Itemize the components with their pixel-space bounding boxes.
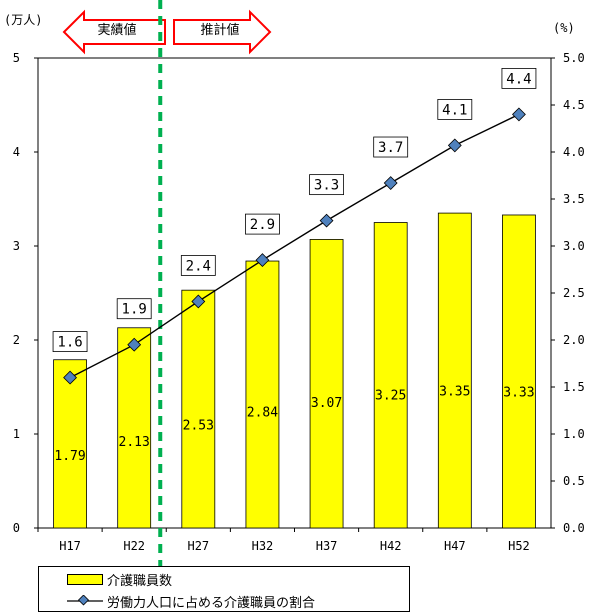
bar-value-label: 1.79 bbox=[54, 449, 85, 464]
actual-arrow bbox=[62, 9, 166, 55]
bar-value-label: 3.25 bbox=[375, 389, 406, 404]
ratio-value-label: 4.4 bbox=[506, 71, 531, 87]
legend-bar-label: 介護職員数 bbox=[107, 573, 173, 589]
ratio-line bbox=[69, 113, 520, 379]
ratio-value-label: 1.9 bbox=[122, 302, 147, 318]
left-axis-unit: (万人) bbox=[4, 13, 42, 27]
ratio-value-label: 3.7 bbox=[378, 140, 403, 156]
ratio-value-label: 2.4 bbox=[186, 258, 211, 274]
ratio-value-label: 3.3 bbox=[314, 178, 339, 194]
ratio-label-box bbox=[180, 255, 216, 276]
legend-line-swatch bbox=[67, 595, 103, 606]
bar-value-label: 3.07 bbox=[311, 396, 342, 411]
right-axis-tick-label: 4.5 bbox=[563, 98, 585, 112]
legend-item-bar: 介護職員数 bbox=[67, 569, 172, 589]
x-axis-tick-label: H37 bbox=[316, 539, 338, 553]
ratio-marker bbox=[191, 294, 206, 309]
bar-value-label: 2.53 bbox=[183, 418, 214, 433]
x-axis-tick-label: H52 bbox=[508, 539, 530, 553]
bar-value-label: 3.33 bbox=[503, 385, 534, 400]
left-axis-tick-label: 1 bbox=[13, 427, 20, 441]
ratio-label-box bbox=[437, 99, 473, 120]
right-axis-tick-label: 2.5 bbox=[563, 286, 585, 300]
bar bbox=[309, 239, 344, 529]
legend-line-label: 労働力人口に占める介護職員の割合 bbox=[107, 595, 316, 611]
ratio-value-label: 2.9 bbox=[250, 217, 275, 233]
x-axis-tick-label: H17 bbox=[59, 539, 81, 553]
bar bbox=[181, 289, 216, 529]
bar-value-label: 2.84 bbox=[247, 406, 278, 421]
ratio-marker bbox=[255, 253, 270, 268]
right-axis-tick-label: 3.0 bbox=[563, 239, 585, 253]
x-axis-tick-label: H42 bbox=[380, 539, 402, 553]
annotation-banner: 実績値 推計値 bbox=[62, 9, 272, 55]
legend: 介護職員数 労働力人口に占める介護職員の割合 bbox=[38, 566, 410, 612]
bar bbox=[373, 222, 408, 529]
right-axis-tick-label: 0.5 bbox=[563, 474, 585, 488]
projected-arrow bbox=[173, 9, 272, 55]
right-axis-unit: (%) bbox=[553, 21, 575, 35]
ratio-marker bbox=[447, 138, 462, 153]
plot-area: 0 1 2 3 4 5 0.0 0.5 1.0 1.5 2.0 2.5 3.0 3.5 4.0 4.5 5.0 1… bbox=[13, 0, 585, 566]
right-axis-tick-label: 2.0 bbox=[563, 333, 585, 347]
ratio-marker bbox=[512, 107, 526, 122]
left-axis-tick-label: 5 bbox=[13, 51, 20, 65]
actual-label: 実績値 bbox=[97, 22, 136, 38]
bar bbox=[245, 260, 280, 529]
ratio-label-box bbox=[52, 331, 88, 353]
x-axis-tick-label: H32 bbox=[252, 539, 274, 553]
x-axis-tick-label: H27 bbox=[187, 539, 209, 553]
bar bbox=[117, 327, 152, 529]
right-axis-tick-label: 0.0 bbox=[563, 521, 585, 535]
right-axis-tick-label: 3.5 bbox=[563, 192, 585, 206]
bar-value-label: 2.13 bbox=[119, 435, 150, 450]
bar bbox=[502, 214, 536, 529]
right-axis-tick-label: 5.0 bbox=[563, 51, 585, 65]
right-axis-tick-label: 4.0 bbox=[563, 145, 585, 159]
x-axis-tick-label: H22 bbox=[123, 539, 145, 553]
ratio-label-box bbox=[309, 174, 344, 196]
legend-item-line: 労働力人口に占める介護職員の割合 bbox=[67, 591, 315, 611]
ratio-label-box bbox=[116, 298, 152, 320]
ratio-marker bbox=[63, 370, 77, 385]
ratio-value-label: 1.6 bbox=[57, 335, 82, 351]
left-axis-tick-label: 4 bbox=[13, 145, 20, 159]
bar-value-label: 3.35 bbox=[439, 384, 470, 399]
ratio-marker bbox=[383, 176, 398, 190]
right-axis-tick-label: 1.5 bbox=[563, 380, 585, 394]
left-axis-tick-label: 2 bbox=[13, 333, 20, 347]
projected-label: 推計値 bbox=[200, 22, 239, 38]
ratio-marker bbox=[127, 337, 142, 352]
legend-bar-swatch bbox=[67, 573, 103, 585]
ratio-value-label: 4.1 bbox=[442, 102, 467, 118]
bar bbox=[437, 212, 472, 529]
ratio-label-box bbox=[373, 136, 409, 158]
ratio-label-box bbox=[501, 68, 537, 89]
right-axis-tick-label: 1.0 bbox=[563, 427, 585, 441]
left-axis-tick-label: 0 bbox=[13, 521, 20, 535]
plot-frame bbox=[37, 57, 552, 529]
ratio-marker bbox=[319, 213, 334, 228]
bar bbox=[53, 359, 87, 529]
ratio-label-box bbox=[245, 213, 280, 235]
left-axis-tick-label: 3 bbox=[13, 239, 20, 253]
x-axis-tick-label: H47 bbox=[444, 539, 466, 553]
